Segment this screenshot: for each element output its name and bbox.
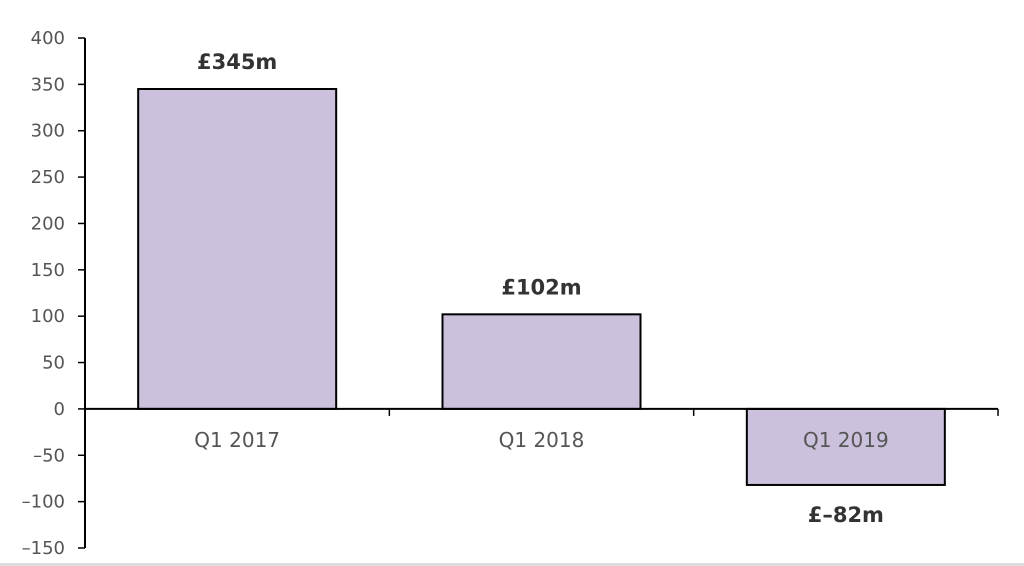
data-label: £102m	[501, 275, 581, 299]
y-tick-label: 400	[31, 28, 65, 49]
y-tick-label: –150	[22, 538, 65, 559]
bar-q1-2019	[745, 407, 946, 486]
y-tick-label: –100	[22, 492, 65, 513]
x-category-label: Q1 2017	[194, 428, 280, 452]
bar-q1-2017	[137, 88, 338, 410]
y-tick-label: 100	[31, 306, 65, 327]
x-category-label: Q1 2018	[499, 428, 585, 452]
y-tick-label: –50	[33, 445, 65, 466]
data-label: £345m	[197, 50, 277, 74]
data-label: £–82m	[808, 503, 884, 527]
y-tick-label: 200	[31, 213, 65, 234]
x-category-label: Q1 2019	[803, 428, 889, 452]
y-tick-label: 350	[31, 74, 65, 95]
x-axis: Q1 2017 Q1 2018 Q1 2019	[84, 407, 999, 452]
bars	[137, 88, 946, 486]
y-tick-label: 250	[31, 167, 65, 188]
data-labels: £345m £102m £–82m	[197, 50, 884, 527]
y-tick-label: 300	[31, 121, 65, 142]
bar-q1-2018	[441, 313, 642, 410]
y-tick-label: 150	[31, 260, 65, 281]
bottom-border	[0, 563, 1024, 566]
y-tick-label: 50	[42, 353, 65, 374]
y-tick-label: 0	[54, 399, 65, 420]
y-axis: 400 350 300 250 200 150 100 50 0 –50 –100 –150	[22, 28, 86, 559]
